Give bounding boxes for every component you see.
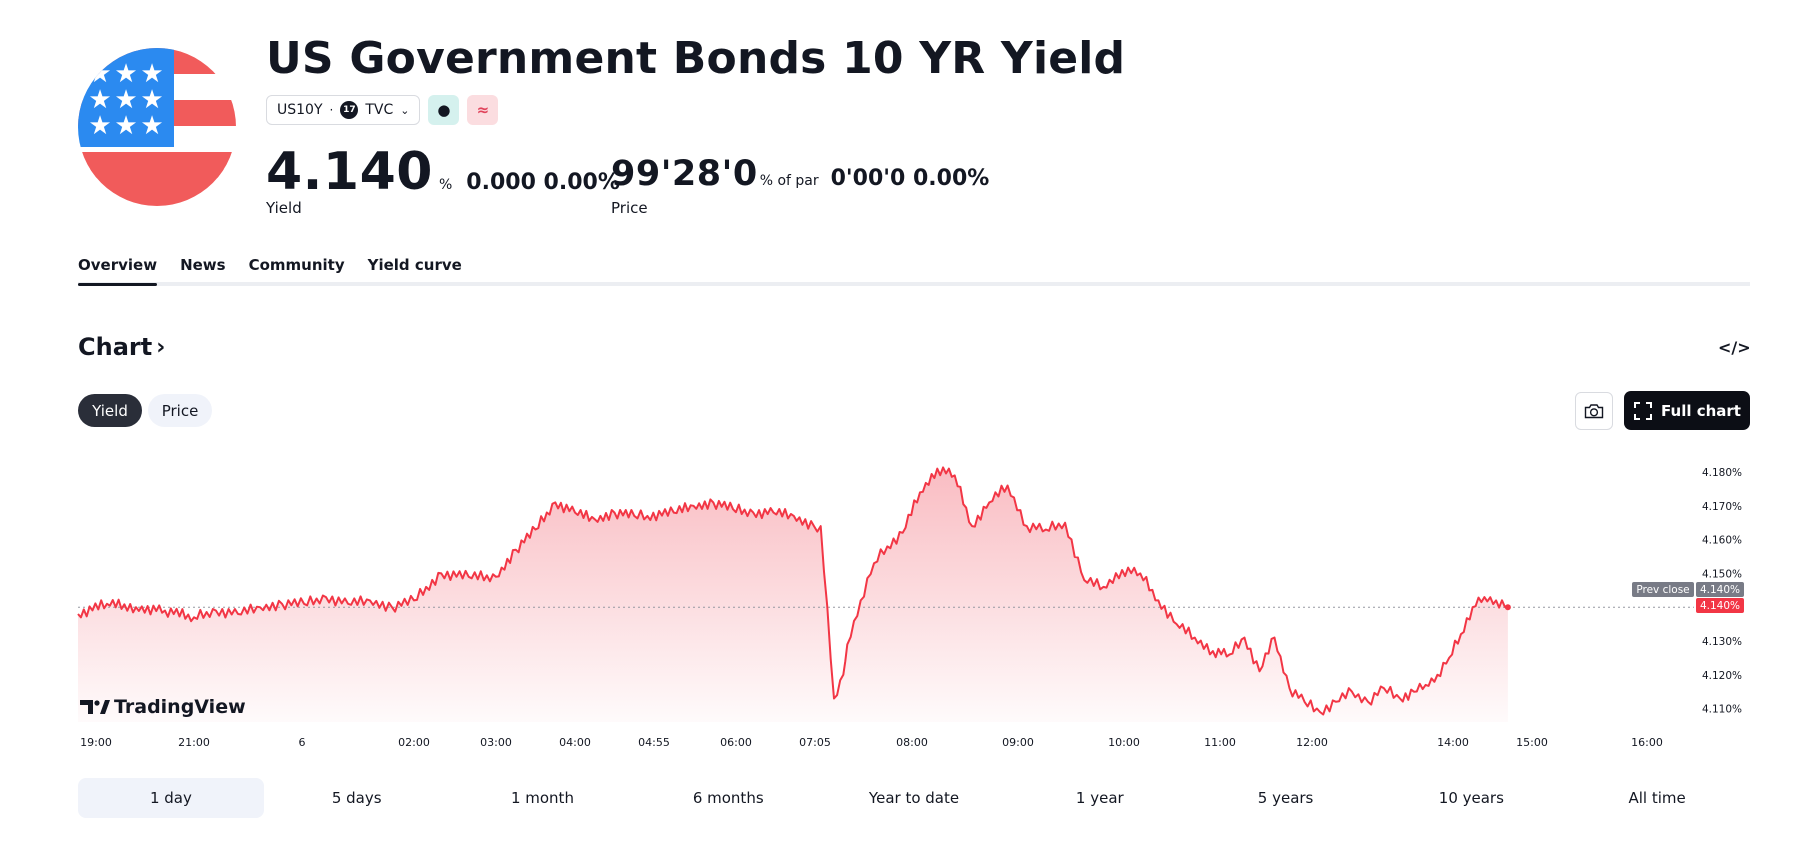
price-unit: % of par xyxy=(759,173,819,189)
x-tick-label: 16:00 xyxy=(1631,736,1663,749)
tvc-logo-icon: 17 xyxy=(340,101,359,119)
symbol-row: US10Y · 17 TVC ⌄ ● ≈ xyxy=(266,95,499,125)
chart-section-link[interactable]: Chart › xyxy=(78,333,165,361)
range-5-years[interactable]: 5 years xyxy=(1257,789,1314,807)
page-title: US Government Bonds 10 YR Yield xyxy=(266,33,1126,84)
range-6-months[interactable]: 6 months xyxy=(692,789,764,807)
last-value-tag: 4.140% xyxy=(1696,598,1744,613)
range-year-to-date[interactable]: Year to date xyxy=(868,789,960,807)
tabs-divider xyxy=(78,282,1750,286)
full-chart-label: Full chart xyxy=(1661,401,1741,420)
prev-close-tag-value: 4.140% xyxy=(1700,584,1740,596)
x-tick-label: 11:00 xyxy=(1204,736,1236,749)
price-value: 99'28'0 xyxy=(611,154,758,194)
prev-close-tag-label: Prev close xyxy=(1636,584,1689,596)
toggle-price[interactable]: Price xyxy=(148,394,212,427)
tradingview-logo-icon xyxy=(80,700,110,714)
chevron-down-icon: ⌄ xyxy=(400,103,410,117)
yield-change: 0.000 0.00% xyxy=(466,170,620,195)
toggle-yield[interactable]: Yield xyxy=(78,394,142,427)
range-1-month[interactable]: 1 month xyxy=(510,789,574,807)
symbol-selector[interactable]: US10Y · 17 TVC ⌄ xyxy=(266,95,421,125)
svg-text:★: ★ xyxy=(114,111,137,141)
tradingview-watermark: TradingView xyxy=(80,696,246,718)
x-tick-label: 02:00 xyxy=(398,736,430,749)
last-value-label: 4.140% xyxy=(1700,600,1740,612)
x-tick-label: 10:00 xyxy=(1108,736,1140,749)
yield-unit: % xyxy=(438,177,453,193)
last-point-marker xyxy=(1504,604,1511,611)
code-embed-icon[interactable]: </> xyxy=(1718,338,1751,357)
x-tick-label: 08:00 xyxy=(896,736,928,749)
y-tick-label: 4.150% xyxy=(1702,568,1742,580)
svg-text:★: ★ xyxy=(114,59,137,89)
chart-area-fill xyxy=(78,467,1508,722)
range-10-years[interactable]: 10 years xyxy=(1438,789,1504,807)
y-tick-label: 4.160% xyxy=(1702,535,1742,547)
y-tick-label: 4.180% xyxy=(1702,467,1742,479)
x-tick-label: 14:00 xyxy=(1437,736,1469,749)
range-selector: 1 day 5 days 1 month 6 months Year to da… xyxy=(78,778,1750,818)
exchange-name: TVC xyxy=(365,102,394,118)
price-label: Price xyxy=(611,199,648,217)
price-change: 0'00'0 0.00% xyxy=(830,166,990,191)
x-tick-label: 07:05 xyxy=(799,736,831,749)
full-chart-button[interactable]: Full chart xyxy=(1624,391,1750,430)
x-tick-label: 19:00 xyxy=(80,736,112,749)
x-tick-label: 04:00 xyxy=(559,736,591,749)
svg-text:★: ★ xyxy=(114,85,137,115)
range-all-time[interactable]: All time xyxy=(1628,789,1686,807)
yield-label: Yield xyxy=(266,199,302,217)
separator-dot: · xyxy=(329,103,334,117)
chart-series-line xyxy=(77,466,1508,716)
svg-text:★: ★ xyxy=(140,59,163,89)
range-5-days[interactable]: 5 days xyxy=(331,789,382,807)
x-tick-label: 04:55 xyxy=(638,736,670,749)
y-tick-label: 4.170% xyxy=(1702,501,1742,513)
tradingview-wordmark: TradingView xyxy=(114,696,246,718)
x-axis: 19:00 21:00 6 02:00 03:00 04:00 04:55 06:00 07:0… xyxy=(80,736,1663,749)
x-tick-label: 15:00 xyxy=(1516,736,1548,749)
tab-yield-curve[interactable]: Yield curve xyxy=(367,256,462,274)
svg-text:★: ★ xyxy=(140,85,163,115)
chevron-right-icon: › xyxy=(156,334,166,360)
x-tick-label: 09:00 xyxy=(1002,736,1034,749)
svg-text:★: ★ xyxy=(140,111,163,141)
bond-type-badge[interactable]: ≈ xyxy=(467,95,499,125)
tab-bar: Overview News Community Yield curve xyxy=(78,256,462,286)
svg-text:★: ★ xyxy=(88,111,111,141)
yield-quote: 4.140 % 0.000 0.00% xyxy=(266,142,620,202)
range-1-day[interactable]: 1 day xyxy=(78,778,264,818)
y-tick-label: 4.120% xyxy=(1702,670,1742,682)
snapshot-button[interactable] xyxy=(1575,392,1613,430)
range-1-year[interactable]: 1 year xyxy=(1075,789,1124,807)
chart-section-title: Chart xyxy=(78,333,153,361)
price-quote: 99'28'0 % of par 0'00'0 0.00% xyxy=(611,154,989,194)
tab-overview[interactable]: Overview xyxy=(78,256,158,286)
yield-value: 4.140 xyxy=(266,142,433,202)
y-tick-label: 4.130% xyxy=(1702,636,1742,648)
y-axis: 4.180% 4.170% 4.160% 4.150% 4.130% 4.120% 4.11… xyxy=(1702,467,1742,716)
x-tick-label: 12:00 xyxy=(1296,736,1328,749)
prev-close-tag: Prev close 4.140% xyxy=(1632,582,1744,597)
x-tick-label: 06:00 xyxy=(720,736,752,749)
svg-text:★: ★ xyxy=(88,85,111,115)
y-tick-label: 4.110% xyxy=(1702,704,1742,716)
x-tick-label: 6 xyxy=(299,736,306,749)
symbol-ticker: US10Y xyxy=(277,102,323,118)
tab-news[interactable]: News xyxy=(180,256,226,274)
tab-community[interactable]: Community xyxy=(248,256,345,274)
market-status-badge[interactable]: ● xyxy=(428,95,460,125)
expand-icon xyxy=(1634,401,1653,420)
camera-icon xyxy=(1584,404,1604,419)
x-tick-label: 03:00 xyxy=(480,736,512,749)
x-tick-label: 21:00 xyxy=(178,736,210,749)
